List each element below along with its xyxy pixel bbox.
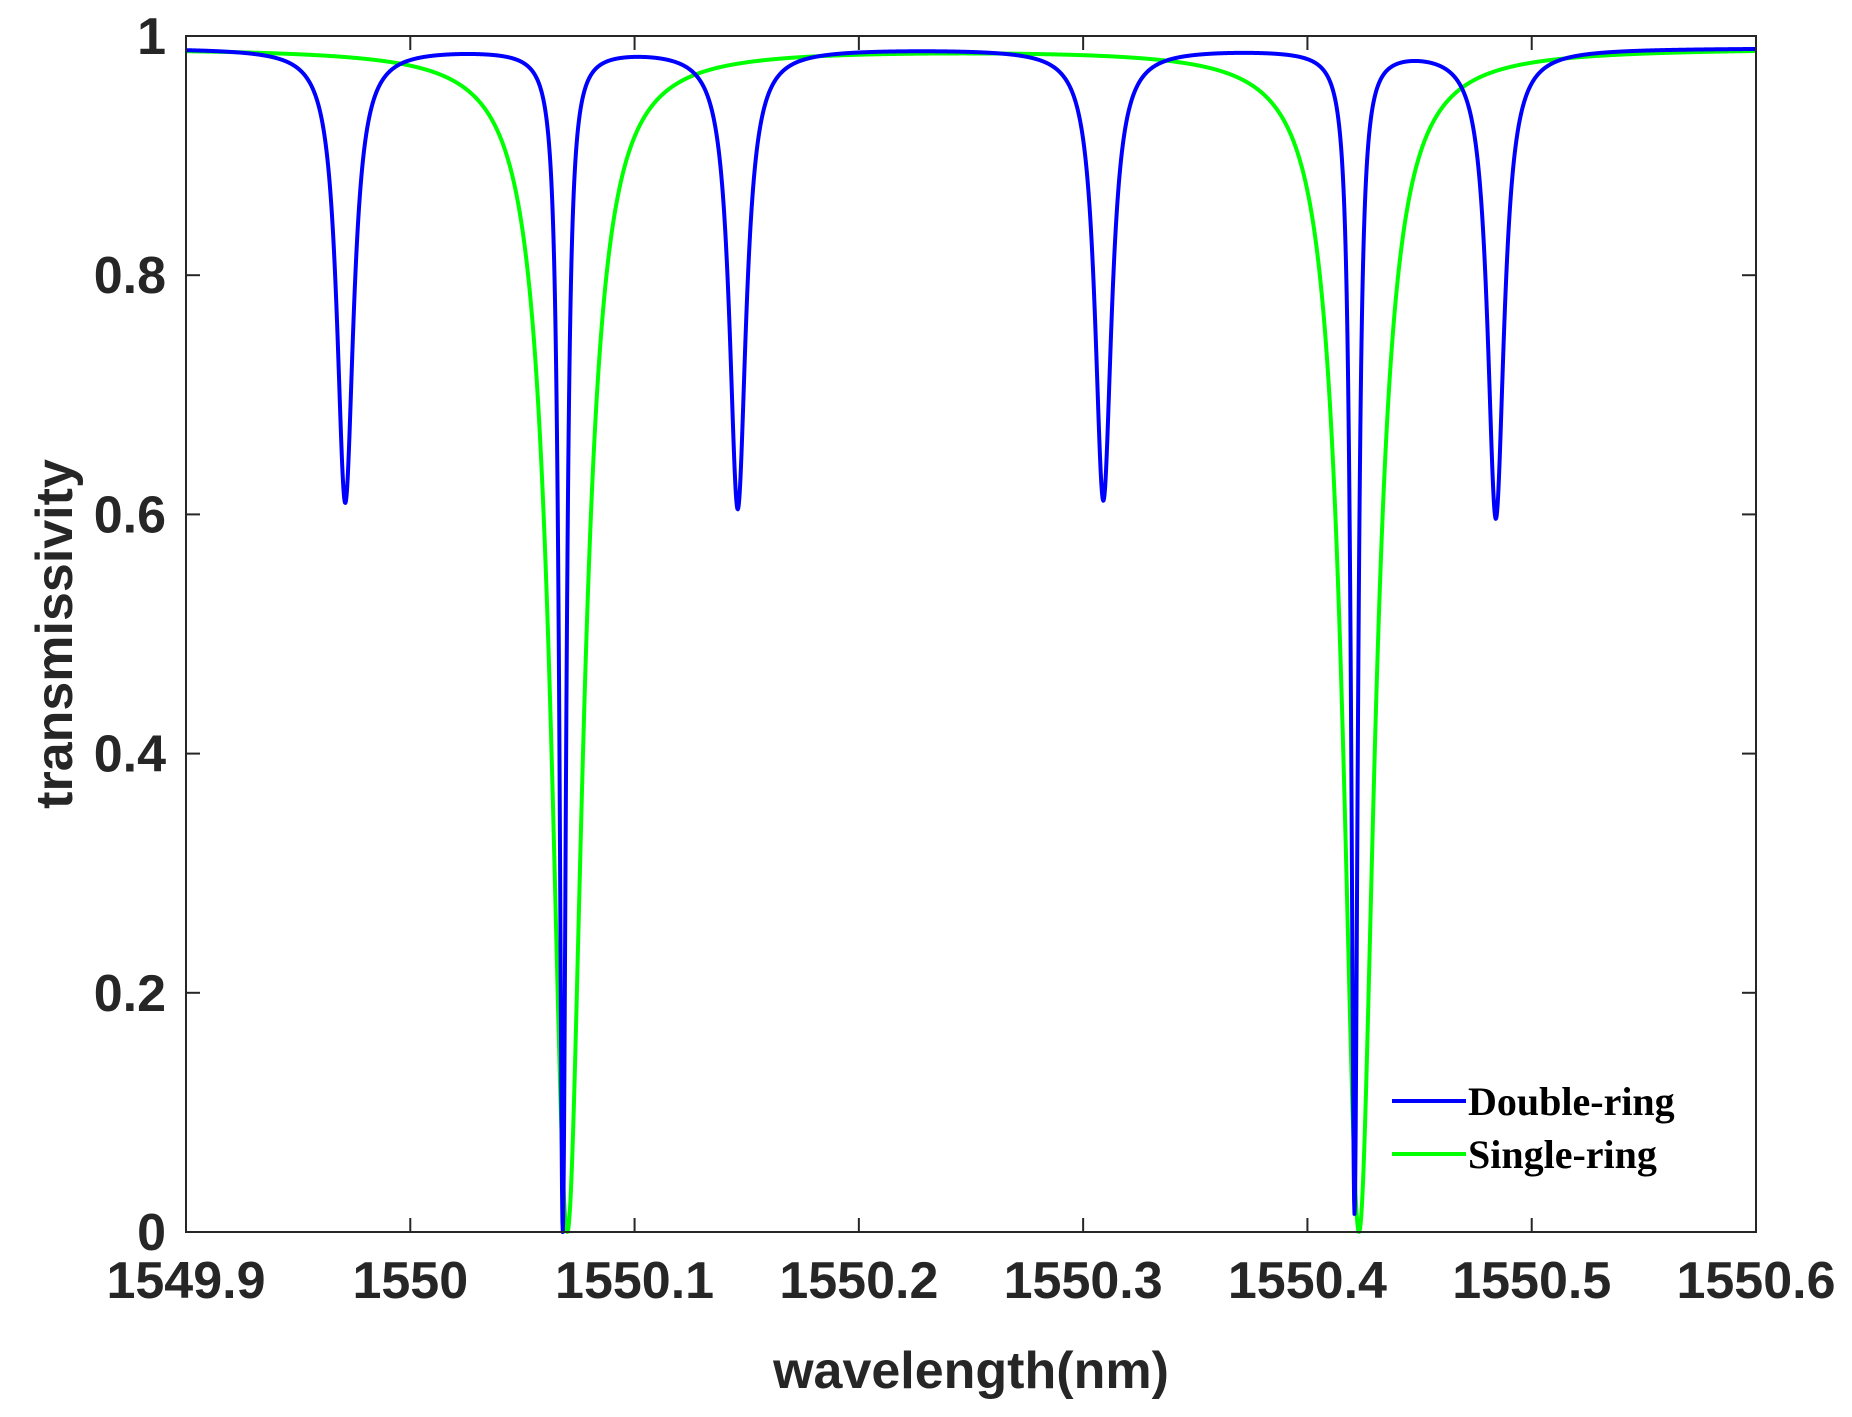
x-tick-label: 1550.4 (1228, 1252, 1387, 1310)
legend-label-double-ring: Double-ring (1468, 1079, 1675, 1124)
x-axis-label: wavelength(nm) (772, 1342, 1169, 1400)
x-tick-label: 1550.6 (1676, 1252, 1835, 1310)
y-tick-label: 0 (137, 1204, 166, 1262)
x-tick-label: 1549.9 (106, 1252, 265, 1310)
y-tick-label: 1 (137, 8, 166, 66)
y-axis-label: transmissivity (26, 459, 84, 809)
x-tick-label: 1550.3 (1004, 1252, 1163, 1310)
series-line-double-ring (184, 46, 1758, 1234)
y-tick-label: 0.2 (94, 965, 166, 1023)
legend: Double-ring Single-ring (1392, 1079, 1675, 1177)
y-tick-label: 0.4 (94, 726, 166, 784)
y-tick-label: 0.6 (94, 486, 166, 544)
x-tick-label: 1550.5 (1452, 1252, 1611, 1310)
series-layer (184, 46, 1758, 1234)
x-tick-label: 1550 (352, 1252, 468, 1310)
x-tick-label: 1550.1 (555, 1252, 714, 1310)
legend-label-single-ring: Single-ring (1468, 1132, 1657, 1177)
ticks-layer: 1549.9 1550 1550.1 1550.2 1550.3 1550.4 1550.5… (94, 8, 1836, 1310)
plot-frame (185, 35, 1757, 1233)
x-tick-label: 1550.2 (779, 1252, 938, 1310)
y-tick-label: 0.8 (94, 247, 166, 305)
